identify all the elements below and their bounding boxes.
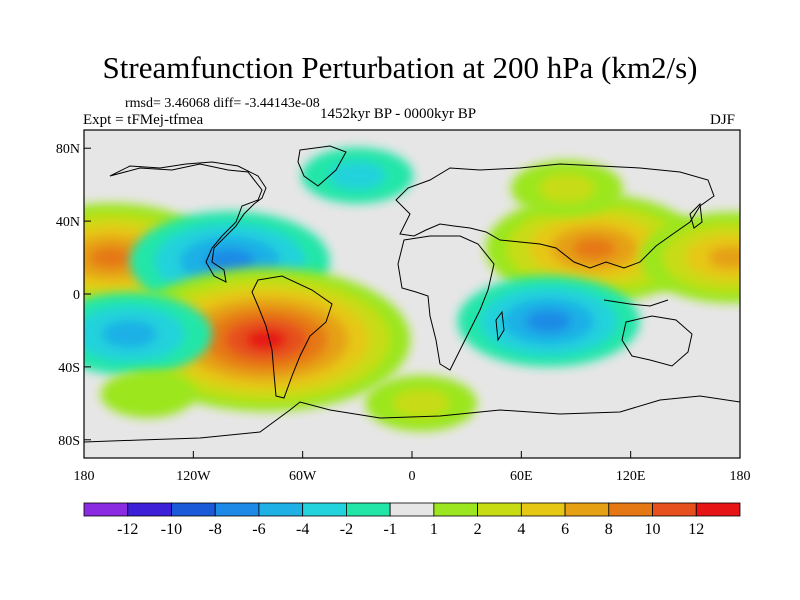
coast-australia — [621, 315, 693, 367]
plot-title: Streamfunction Perturbation at 200 hPa (… — [102, 50, 698, 85]
colorbar-swatch — [564, 502, 610, 517]
anomaly-contour — [89, 246, 134, 269]
colorbar-swatch — [520, 502, 566, 517]
colorbar-label: 1 — [430, 521, 438, 538]
colorbar-swatch — [345, 502, 391, 517]
anomaly-contour — [100, 370, 195, 418]
season-label: DJF — [710, 112, 736, 128]
colorbar-label: -6 — [252, 521, 265, 538]
anomaly-contour — [525, 309, 572, 333]
anomaly-contour — [708, 246, 740, 269]
colorbar-swatch — [695, 502, 741, 517]
y-tick-label: 80N — [56, 142, 80, 157]
colorbar-label: 12 — [688, 521, 704, 538]
coast-eurasia — [395, 163, 715, 269]
colorbar-label: -12 — [117, 521, 138, 538]
anomaly-contour — [102, 320, 158, 348]
x-tick-label: 120E — [616, 469, 646, 484]
anomaly-contour — [204, 248, 255, 274]
y-tick-label: 40S — [58, 361, 80, 376]
y-tick-label: 40N — [56, 215, 80, 230]
coast-africa — [397, 235, 495, 371]
coast-south-america — [251, 275, 333, 399]
colorbar-label: -4 — [296, 521, 309, 538]
colorbar-swatch — [433, 502, 479, 517]
coast-madagascar — [495, 310, 505, 342]
colorbar-label: -2 — [340, 521, 353, 538]
y-tick-label: 0 — [73, 288, 80, 303]
period-label: 1452kyr BP - 0000kyr BP — [320, 106, 477, 122]
coast-greenland — [297, 145, 347, 187]
colorbar-label: 2 — [474, 521, 482, 538]
colorbar-swatch — [302, 502, 347, 517]
anomaly-region — [301, 147, 414, 204]
x-tick-label: 60W — [289, 469, 317, 484]
colorbar-label: 6 — [561, 521, 569, 538]
x-tick-label: 120W — [176, 469, 211, 484]
colorbar-swatch — [127, 502, 172, 517]
colorbar-label: 10 — [645, 521, 661, 538]
coast-indonesia — [603, 299, 669, 307]
colorbar-label: -8 — [209, 521, 222, 538]
anomaly-contour — [572, 237, 616, 260]
anomaly-region — [510, 160, 623, 217]
colorbar-label: 4 — [517, 521, 525, 538]
colorbar-label: 8 — [605, 521, 613, 538]
colorbar-swatch — [83, 502, 129, 517]
colorbar: -12 -10 -8 -6 -4 -2 -1 1 2 4 6 8 10 12 — [83, 502, 741, 538]
coast-north-america — [109, 161, 267, 283]
colorbar-label: -1 — [383, 521, 396, 538]
y-tick-label: 80S — [58, 434, 80, 449]
colorbar-swatch — [652, 502, 697, 517]
x-tick-label: 180 — [74, 469, 95, 484]
anomaly-contour — [329, 161, 386, 190]
colorbar-swatch — [389, 502, 435, 517]
anomaly-region — [365, 375, 478, 432]
colorbar-swatch — [258, 502, 304, 517]
anomaly-contour — [245, 329, 287, 350]
coast-japan — [689, 202, 703, 229]
anomaly-region — [100, 370, 195, 418]
colorbar-swatch — [214, 502, 260, 517]
x-tick-label: 0 — [409, 469, 416, 484]
colorbar-swatch — [608, 502, 653, 517]
anomaly-region — [122, 267, 411, 412]
coastlines — [84, 145, 740, 443]
coast-antarctica — [84, 395, 740, 443]
rmsd-label: rmsd= 3.46068 diff= -3.44143e-08 — [125, 96, 320, 111]
map-axes: 180 120W 60W 0 60E 120E 180 80N 40N 0 40S 80S — [56, 142, 751, 484]
anomaly-region — [639, 211, 740, 304]
colorbar-swatch — [477, 502, 522, 517]
anomaly-layer — [84, 147, 740, 432]
colorbar-label: -10 — [161, 521, 182, 538]
x-tick-label: 180 — [730, 469, 751, 484]
anomaly-contour — [538, 174, 595, 203]
anomaly-region — [457, 275, 640, 367]
colorbar-swatch — [171, 502, 216, 517]
anomaly-region — [84, 292, 212, 376]
experiment-label: Expt = tFMej-tfmea — [83, 112, 204, 128]
anomaly-contour — [393, 389, 450, 418]
x-tick-label: 60E — [510, 469, 533, 484]
